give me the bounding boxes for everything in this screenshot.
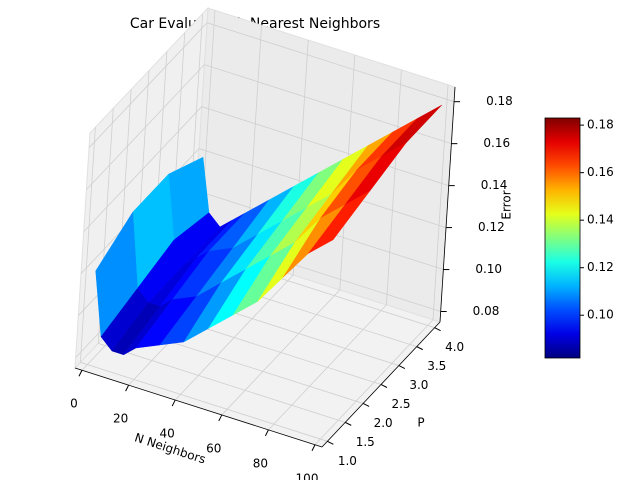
- y-tick-label: 2.5: [391, 397, 410, 411]
- grid-line: [174, 40, 309, 401]
- x-tick-label: 40: [160, 427, 175, 441]
- tick-mark: [264, 429, 269, 437]
- grid-line: [86, 64, 452, 190]
- colorbar-tick-label: 0.12: [587, 260, 614, 274]
- tick-mark: [362, 402, 370, 407]
- colorbar-tick-label: 0.10: [587, 308, 614, 322]
- tick-mark: [327, 440, 334, 445]
- tick-mark: [398, 365, 406, 370]
- x-axis-line: [74, 367, 323, 448]
- tick-mark: [416, 346, 423, 351]
- tick-mark: [78, 370, 83, 377]
- z-tick-label: 0.16: [483, 136, 510, 150]
- grid-line: [79, 127, 328, 442]
- x-tick-label: 60: [206, 441, 221, 455]
- grid-line: [97, 108, 346, 423]
- z-tick-label: 0.10: [475, 262, 502, 276]
- x-tick-label: 20: [113, 412, 128, 426]
- x-tick-label: 0: [70, 397, 78, 411]
- tick-mark: [380, 384, 388, 388]
- grid-line: [314, 84, 449, 446]
- y-tick-label: 3.5: [427, 359, 446, 373]
- tick-mark: [125, 384, 130, 392]
- z-axis-line: [439, 86, 456, 323]
- z-tick-label: 0.14: [481, 178, 508, 192]
- colorbar-tick-label: 0.18: [587, 118, 614, 132]
- tick-mark: [311, 444, 316, 451]
- z-tick-label: 0.18: [486, 94, 513, 108]
- y-tick-label: 4.0: [445, 340, 464, 354]
- grid-line: [221, 54, 356, 416]
- z-tick-label: 0.12: [478, 220, 505, 234]
- y-tick-label: 3.0: [409, 378, 428, 392]
- tick-mark: [171, 399, 176, 407]
- y-tick-label: 1.5: [356, 435, 375, 449]
- y-tick-label: 2.0: [374, 416, 393, 430]
- tick-mark: [218, 414, 223, 422]
- grid-line: [88, 22, 455, 148]
- z-axis-label: Error: [500, 190, 514, 219]
- y-axis-label: P: [417, 416, 424, 430]
- y-tick-label: 1.0: [338, 454, 357, 468]
- colorbar-tick-label: 0.16: [587, 165, 614, 179]
- x-tick-label: 80: [253, 456, 268, 470]
- y-axis-line: [321, 321, 441, 448]
- tick-mark: [345, 421, 352, 426]
- colorbar: [544, 117, 581, 359]
- tick-mark: [434, 327, 441, 332]
- surface-patch: [308, 191, 370, 254]
- x-tick-label: 100: [296, 471, 319, 480]
- colorbar-tick-label: 0.14: [587, 213, 614, 227]
- z-tick-label: 0.08: [473, 304, 500, 318]
